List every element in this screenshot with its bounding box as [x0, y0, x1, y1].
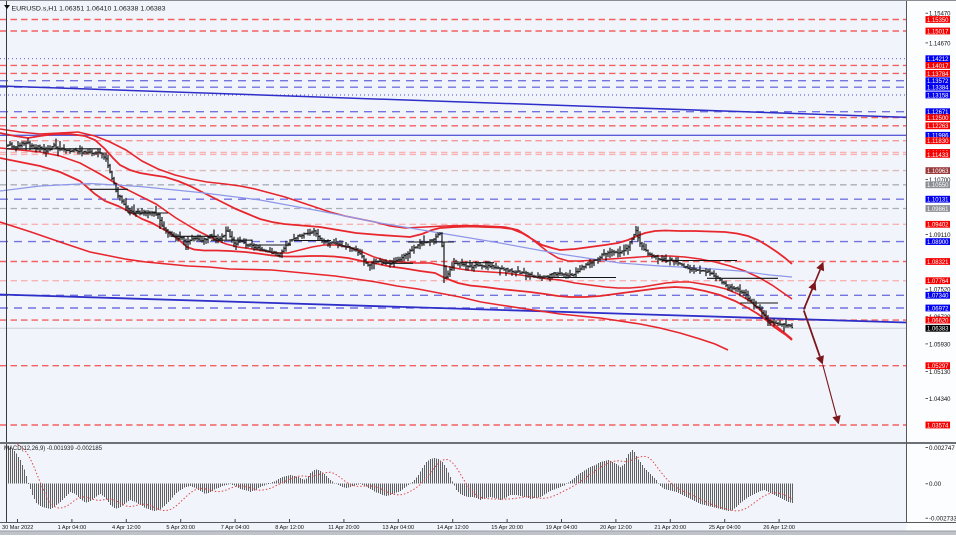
svg-text:0.002747: 0.002747 [929, 445, 955, 452]
svg-text:19 Apr 04:00: 19 Apr 04:00 [546, 525, 578, 531]
svg-text:7 Apr 04:00: 7 Apr 04:00 [221, 525, 250, 531]
svg-text:1.11830: 1.11830 [927, 138, 949, 145]
svg-text:1.14212: 1.14212 [927, 56, 949, 63]
svg-text:20 Apr 12:00: 20 Apr 12:00 [600, 525, 632, 531]
svg-text:1.10963: 1.10963 [927, 168, 949, 175]
svg-text:1.06972: 1.06972 [927, 305, 949, 312]
svg-text:26 Apr 12:00: 26 Apr 12:00 [763, 525, 795, 531]
svg-text:1.07520: 1.07520 [929, 287, 951, 294]
svg-text:1.13784: 1.13784 [927, 71, 949, 78]
svg-text:1.12671: 1.12671 [927, 109, 949, 116]
svg-text:1.06383: 1.06383 [927, 326, 949, 333]
svg-text:1.03574: 1.03574 [927, 422, 949, 429]
svg-text:5 Apr 20:00: 5 Apr 20:00 [166, 525, 195, 531]
svg-text:1.13384: 1.13384 [927, 85, 949, 92]
svg-text:-0.002733: -0.002733 [929, 516, 956, 523]
svg-text:1.14017: 1.14017 [927, 63, 949, 70]
svg-text:1.09402: 1.09402 [927, 222, 949, 229]
svg-text:1.05930: 1.05930 [929, 341, 951, 348]
svg-text:1 Apr 04:00: 1 Apr 04:00 [58, 525, 87, 531]
svg-text:11 Apr 20:00: 11 Apr 20:00 [328, 525, 359, 531]
svg-text:1.07340: 1.07340 [927, 293, 949, 300]
svg-text:1.08900: 1.08900 [927, 239, 949, 246]
svg-text:1.13572: 1.13572 [927, 78, 949, 85]
svg-text:1.15017: 1.15017 [927, 28, 949, 35]
svg-text:1.04340: 1.04340 [929, 396, 951, 403]
svg-text:1.06620: 1.06620 [927, 318, 949, 325]
svg-text:1.08321: 1.08321 [927, 259, 949, 266]
svg-text:1.15470: 1.15470 [929, 11, 951, 18]
svg-text:14 Apr 12:00: 14 Apr 12:00 [437, 525, 469, 531]
svg-text:30 Mar 2022: 30 Mar 2022 [2, 525, 33, 531]
svg-text:1.07764: 1.07764 [927, 278, 949, 285]
svg-text:1.12263: 1.12263 [927, 123, 949, 130]
svg-text:4 Apr 12:00: 4 Apr 12:00 [112, 525, 141, 531]
svg-text:8 Apr 12:00: 8 Apr 12:00 [275, 525, 304, 531]
svg-text:EURUSD.s,H1 1.06351 1.06410 1: EURUSD.s,H1 1.06351 1.06410 1.06338 1.06… [12, 5, 166, 12]
svg-text:0.00: 0.00 [929, 481, 942, 488]
svg-text:1.10550: 1.10550 [927, 182, 949, 189]
svg-text:1.12500: 1.12500 [927, 115, 949, 122]
svg-text:21 Apr 20:00: 21 Apr 20:00 [654, 525, 686, 531]
svg-text:1.05297: 1.05297 [927, 363, 949, 370]
svg-text:1.10700: 1.10700 [929, 177, 951, 184]
svg-text:1.10131: 1.10131 [927, 197, 949, 204]
svg-text:1.11433: 1.11433 [927, 152, 949, 159]
svg-text:1.05130: 1.05130 [929, 369, 951, 376]
svg-text:1.09110: 1.09110 [929, 232, 951, 239]
svg-text:1.09861: 1.09861 [927, 206, 949, 213]
svg-text:15 Apr 20:00: 15 Apr 20:00 [491, 525, 523, 531]
svg-text:1.13158: 1.13158 [927, 92, 949, 99]
svg-text:MACD(12,26,9) -0.001939 -0.002: MACD(12,26,9) -0.001939 -0.002185 [4, 445, 102, 452]
svg-text:25 Apr 04:00: 25 Apr 04:00 [709, 525, 741, 531]
svg-text:1.14670: 1.14670 [929, 40, 951, 47]
svg-text:1.15350: 1.15350 [927, 17, 949, 24]
svg-text:13 Apr 04:00: 13 Apr 04:00 [382, 525, 414, 531]
svg-text:1.11986: 1.11986 [927, 133, 949, 140]
